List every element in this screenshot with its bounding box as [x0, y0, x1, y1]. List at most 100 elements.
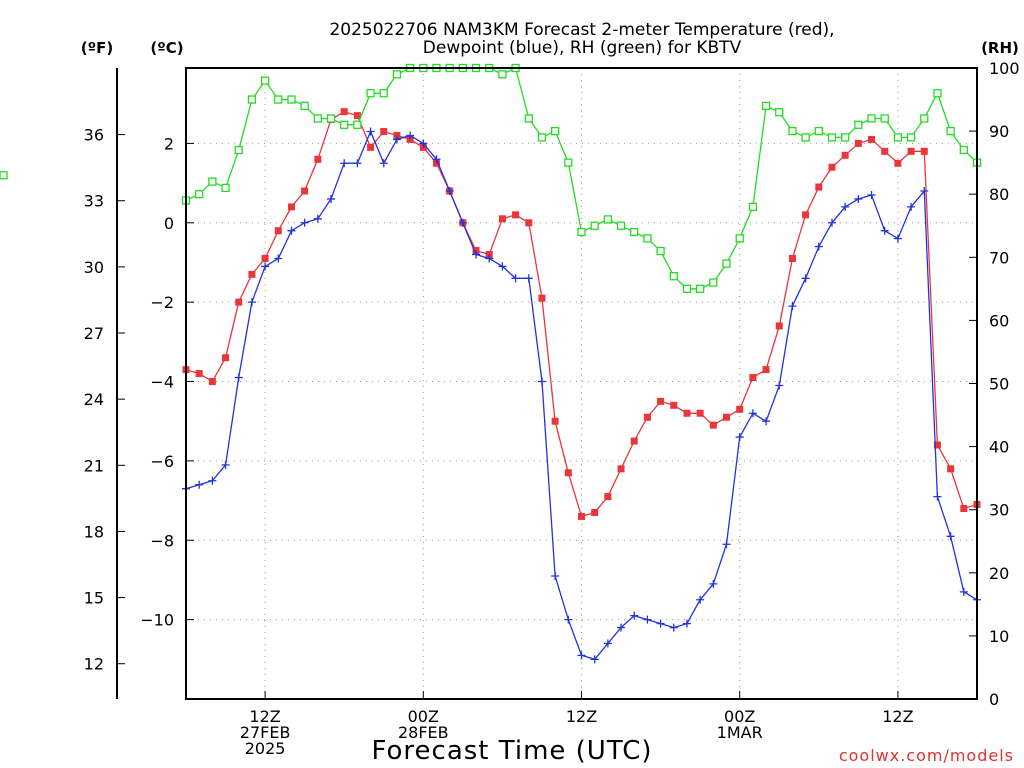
rh-point [564, 158, 573, 167]
dewpoint-point [959, 587, 968, 596]
chart-title-line2: Dewpoint (blue), RH (green) for KBTV [423, 38, 742, 58]
dewpoint-point [617, 623, 626, 632]
celsius-tick-label: −10 [140, 611, 174, 630]
x-tick-label: 00Z [408, 707, 439, 726]
rh-tick-label: 40 [989, 438, 1009, 457]
x-tick-label: 12Z [249, 707, 280, 726]
series-layer [0, 63, 982, 664]
dewpoint-point [274, 254, 283, 263]
rh-point [906, 133, 916, 142]
rh-point [379, 89, 388, 98]
temperature-point [525, 219, 533, 227]
watermark: coolwx.com/models [839, 746, 1014, 765]
x-tick-label: 28FEB [398, 723, 449, 742]
temperature-point [630, 437, 638, 445]
rh-point [709, 278, 718, 287]
fahrenheit-tick-label: 12 [84, 655, 104, 674]
rh-point [722, 259, 731, 268]
temperature-point [907, 147, 915, 155]
temperature-point [538, 294, 546, 302]
x-tick-label: 27FEB [240, 723, 291, 742]
temperature-point [933, 441, 941, 449]
x-tick-label: 12Z [566, 707, 597, 726]
dewpoint-series [182, 127, 981, 664]
dewpoint-point [511, 274, 520, 283]
dewpoint-point [630, 611, 639, 620]
rh-point [643, 234, 652, 243]
rh-point [353, 120, 362, 129]
rh-point [603, 215, 613, 224]
temperature-point [723, 413, 731, 421]
dewpoint-point [841, 202, 850, 211]
fahrenheit-tick-label: 33 [84, 192, 104, 211]
temperature-point [617, 465, 625, 473]
dewpoint-point [564, 615, 573, 624]
rh-point [775, 108, 784, 117]
rh-point [841, 133, 850, 142]
rh-point [0, 171, 8, 180]
rh-point [392, 70, 402, 79]
dewpoint-point [247, 298, 256, 307]
rh-point [537, 133, 547, 142]
dewpoint-point [195, 480, 204, 489]
rh-series [0, 63, 982, 294]
rh-point [827, 133, 837, 142]
dewpoint-point [775, 381, 784, 390]
dewpoint-point [485, 254, 494, 263]
rh-point [234, 145, 243, 155]
dewpoint-point [590, 655, 599, 664]
rh-point [933, 89, 942, 98]
rh-point [801, 133, 810, 142]
temperature-point [920, 147, 928, 155]
temperature-point [696, 409, 704, 417]
temperature-point [353, 112, 361, 120]
temperature-point [287, 203, 295, 211]
temperature-point [498, 215, 506, 223]
dewpoint-point [893, 234, 902, 243]
rh-point [524, 114, 533, 123]
temperature-point [736, 405, 744, 413]
rh-point [340, 120, 349, 129]
dewpoint-point [287, 226, 296, 235]
dewpoint-point [880, 226, 889, 235]
fahrenheit-tick-label: 18 [84, 522, 104, 541]
rh-point [788, 126, 797, 136]
rh-point [748, 202, 758, 211]
dewpoint-point [827, 218, 836, 227]
dewpoint-point [353, 159, 362, 168]
temperature-point [604, 493, 612, 501]
temperature-point [894, 159, 902, 167]
dewpoint-point [458, 218, 467, 227]
temperature-point [868, 135, 876, 143]
dewpoint-point [696, 595, 705, 604]
temperature-point [367, 143, 375, 151]
dewpoint-point [445, 187, 454, 196]
dewpoint-point [603, 639, 612, 648]
dewpoint-point [392, 135, 401, 144]
temperature-point [947, 465, 955, 473]
temperature-point [380, 127, 388, 135]
x-tick-label: 00Z [724, 707, 755, 726]
dewpoint-point [379, 159, 388, 168]
rh-point [260, 76, 270, 85]
dewpoint-point [867, 190, 876, 199]
rh-tick-label: 80 [989, 185, 1009, 204]
dewpoint-point [432, 155, 441, 164]
temperature-point [340, 108, 348, 116]
rh-point [577, 227, 586, 237]
temperature-point [762, 366, 770, 374]
celsius-tick-label: −8 [150, 531, 174, 550]
temperature-point [881, 147, 889, 155]
temperature-point [960, 505, 968, 513]
rh-tick-label: 20 [989, 564, 1009, 583]
celsius-axis-label: (ºC) [150, 39, 183, 57]
dewpoint-point [735, 433, 744, 442]
rh-point [920, 114, 929, 123]
rh-tick-label: 10 [989, 627, 1009, 646]
temperature-point [643, 413, 651, 421]
dewpoint-point [682, 619, 691, 628]
celsius-tick-label: 2 [164, 134, 174, 153]
plot-frame [185, 67, 978, 700]
temperature-point [208, 378, 216, 386]
rh-point [682, 284, 692, 294]
